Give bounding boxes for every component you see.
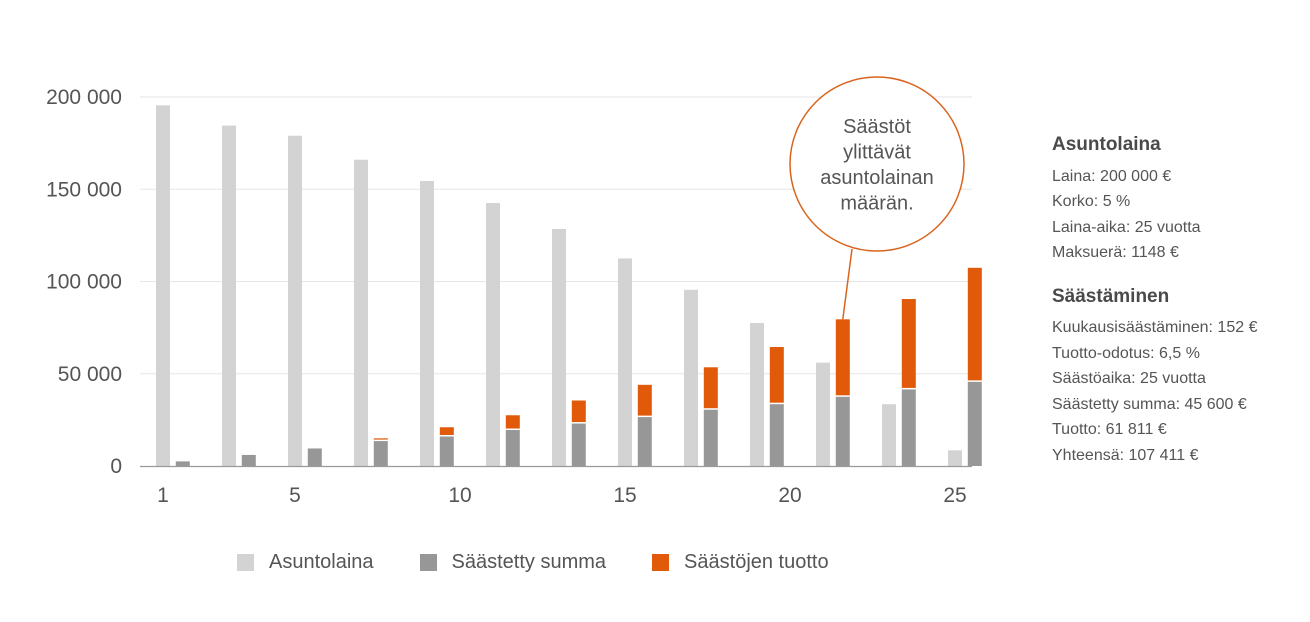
legend-label-saastetty-summa: Säästetty summa bbox=[451, 551, 607, 573]
savings-line: Säästetty summa: 45 600 € bbox=[1052, 395, 1247, 413]
bar-saastetty-summa bbox=[439, 436, 454, 466]
x-tick-label: 20 bbox=[778, 484, 801, 507]
bar-saastojen-tuotto bbox=[901, 299, 916, 388]
legend-item-saastetty-summa[interactable]: Säästetty summa bbox=[419, 551, 607, 574]
bar-saastetty-summa bbox=[241, 454, 256, 466]
bar-saastojen-tuotto bbox=[835, 319, 850, 396]
bar-saastetty-summa bbox=[703, 409, 718, 466]
bar-saastetty-summa bbox=[901, 389, 916, 466]
bar-asuntolaina bbox=[618, 258, 632, 466]
loan-line: Korko: 5 % bbox=[1052, 193, 1131, 210]
callout-text-line: asuntolainan bbox=[820, 167, 933, 189]
loan-title: Asuntolaina bbox=[1052, 134, 1161, 155]
bar-asuntolaina bbox=[222, 125, 236, 466]
legend-label-saastojen-tuotto: Säästöjen tuotto bbox=[684, 551, 829, 573]
y-tick-label: 150 000 bbox=[46, 178, 122, 201]
bar-saastetty-summa bbox=[967, 381, 982, 466]
bar-asuntolaina bbox=[684, 289, 698, 466]
bar-saastojen-tuotto bbox=[637, 384, 652, 416]
callout-bubble bbox=[789, 76, 965, 252]
bar-saastetty-summa bbox=[373, 441, 388, 466]
bar-asuntolaina bbox=[552, 228, 566, 466]
bar-asuntolaina bbox=[288, 135, 302, 466]
x-tick-label: 10 bbox=[448, 484, 471, 507]
savings-section: Säästäminen Kuukausisäästäminen: 152 € T… bbox=[1052, 284, 1302, 469]
loan-line: Laina: 200 000 € bbox=[1052, 167, 1172, 185]
bar-asuntolaina bbox=[486, 203, 500, 466]
bar-saastetty-summa bbox=[505, 430, 520, 466]
savings-title: Säästäminen bbox=[1052, 285, 1170, 307]
legend-swatch-saastojen-tuotto bbox=[652, 554, 670, 571]
legend-item-asuntolaina[interactable]: Asuntolaina bbox=[237, 551, 374, 574]
bar-asuntolaina bbox=[420, 180, 434, 466]
legend-label-asuntolaina: Asuntolaina bbox=[269, 551, 374, 573]
bar-asuntolaina bbox=[354, 159, 368, 467]
bar-saastojen-tuotto bbox=[703, 367, 718, 409]
bar-saastetty-summa bbox=[307, 448, 322, 466]
callout-text-line: määrän. bbox=[840, 192, 913, 214]
legend: Asuntolaina Säästetty summa Säästöjen tu… bbox=[237, 551, 875, 574]
bar-saastojen-tuotto bbox=[967, 267, 982, 381]
legend-swatch-asuntolaina bbox=[237, 554, 254, 571]
bar-saastojen-tuotto bbox=[373, 438, 388, 440]
bar-asuntolaina bbox=[750, 323, 764, 466]
bar-asuntolaina bbox=[156, 105, 170, 467]
y-tick-label: 200 000 bbox=[46, 86, 122, 109]
savings-line: Tuotto: 61 811 € bbox=[1052, 421, 1167, 438]
x-tick-label: 5 bbox=[289, 484, 301, 507]
loan-section: Asuntolaina Laina: 200 000 € Korko: 5 % … bbox=[1052, 132, 1302, 266]
bar-saastojen-tuotto bbox=[439, 427, 454, 435]
y-tick-label: 100 000 bbox=[46, 271, 122, 294]
info-panel: Asuntolaina Laina: 200 000 € Korko: 5 % … bbox=[1052, 132, 1302, 468]
y-tick-label: 0 bbox=[110, 455, 122, 478]
bar-saastetty-summa bbox=[769, 404, 784, 466]
callout-text-line: ylittävät bbox=[843, 141, 911, 163]
bar-saastojen-tuotto bbox=[571, 400, 586, 423]
bar-saastetty-summa bbox=[835, 396, 850, 466]
bar-saastetty-summa bbox=[571, 423, 586, 466]
savings-line: Kuukausisäästäminen: 152 € bbox=[1052, 319, 1258, 336]
x-tick-label: 1 bbox=[157, 484, 169, 507]
bar-asuntolaina bbox=[948, 450, 962, 466]
bar-saastetty-summa bbox=[175, 461, 190, 466]
bar-saastetty-summa bbox=[637, 417, 652, 466]
legend-item-saastojen-tuotto[interactable]: Säästöjen tuotto bbox=[652, 551, 829, 574]
loan-line: Laina-aika: 25 vuotta bbox=[1052, 218, 1201, 236]
bar-asuntolaina bbox=[882, 404, 896, 466]
savings-line: Yhteensä: 107 411 € bbox=[1052, 446, 1199, 464]
x-tick-label: 25 bbox=[943, 484, 966, 507]
bar-saastojen-tuotto bbox=[505, 415, 520, 429]
callout-text-line: Säästöt bbox=[843, 116, 911, 138]
bar-asuntolaina bbox=[816, 362, 830, 466]
x-tick-label: 15 bbox=[613, 484, 636, 507]
bar-saastojen-tuotto bbox=[769, 346, 784, 403]
savings-line: Tuotto-odotus: 6,5 % bbox=[1052, 344, 1200, 362]
y-tick-label: 50 000 bbox=[58, 363, 122, 386]
legend-swatch-saastetty-summa bbox=[419, 554, 437, 571]
callout-pointer bbox=[842, 248, 853, 320]
loan-line: Maksuerä: 1148 € bbox=[1052, 244, 1179, 261]
savings-line: Säästöaika: 25 vuotta bbox=[1052, 370, 1206, 387]
